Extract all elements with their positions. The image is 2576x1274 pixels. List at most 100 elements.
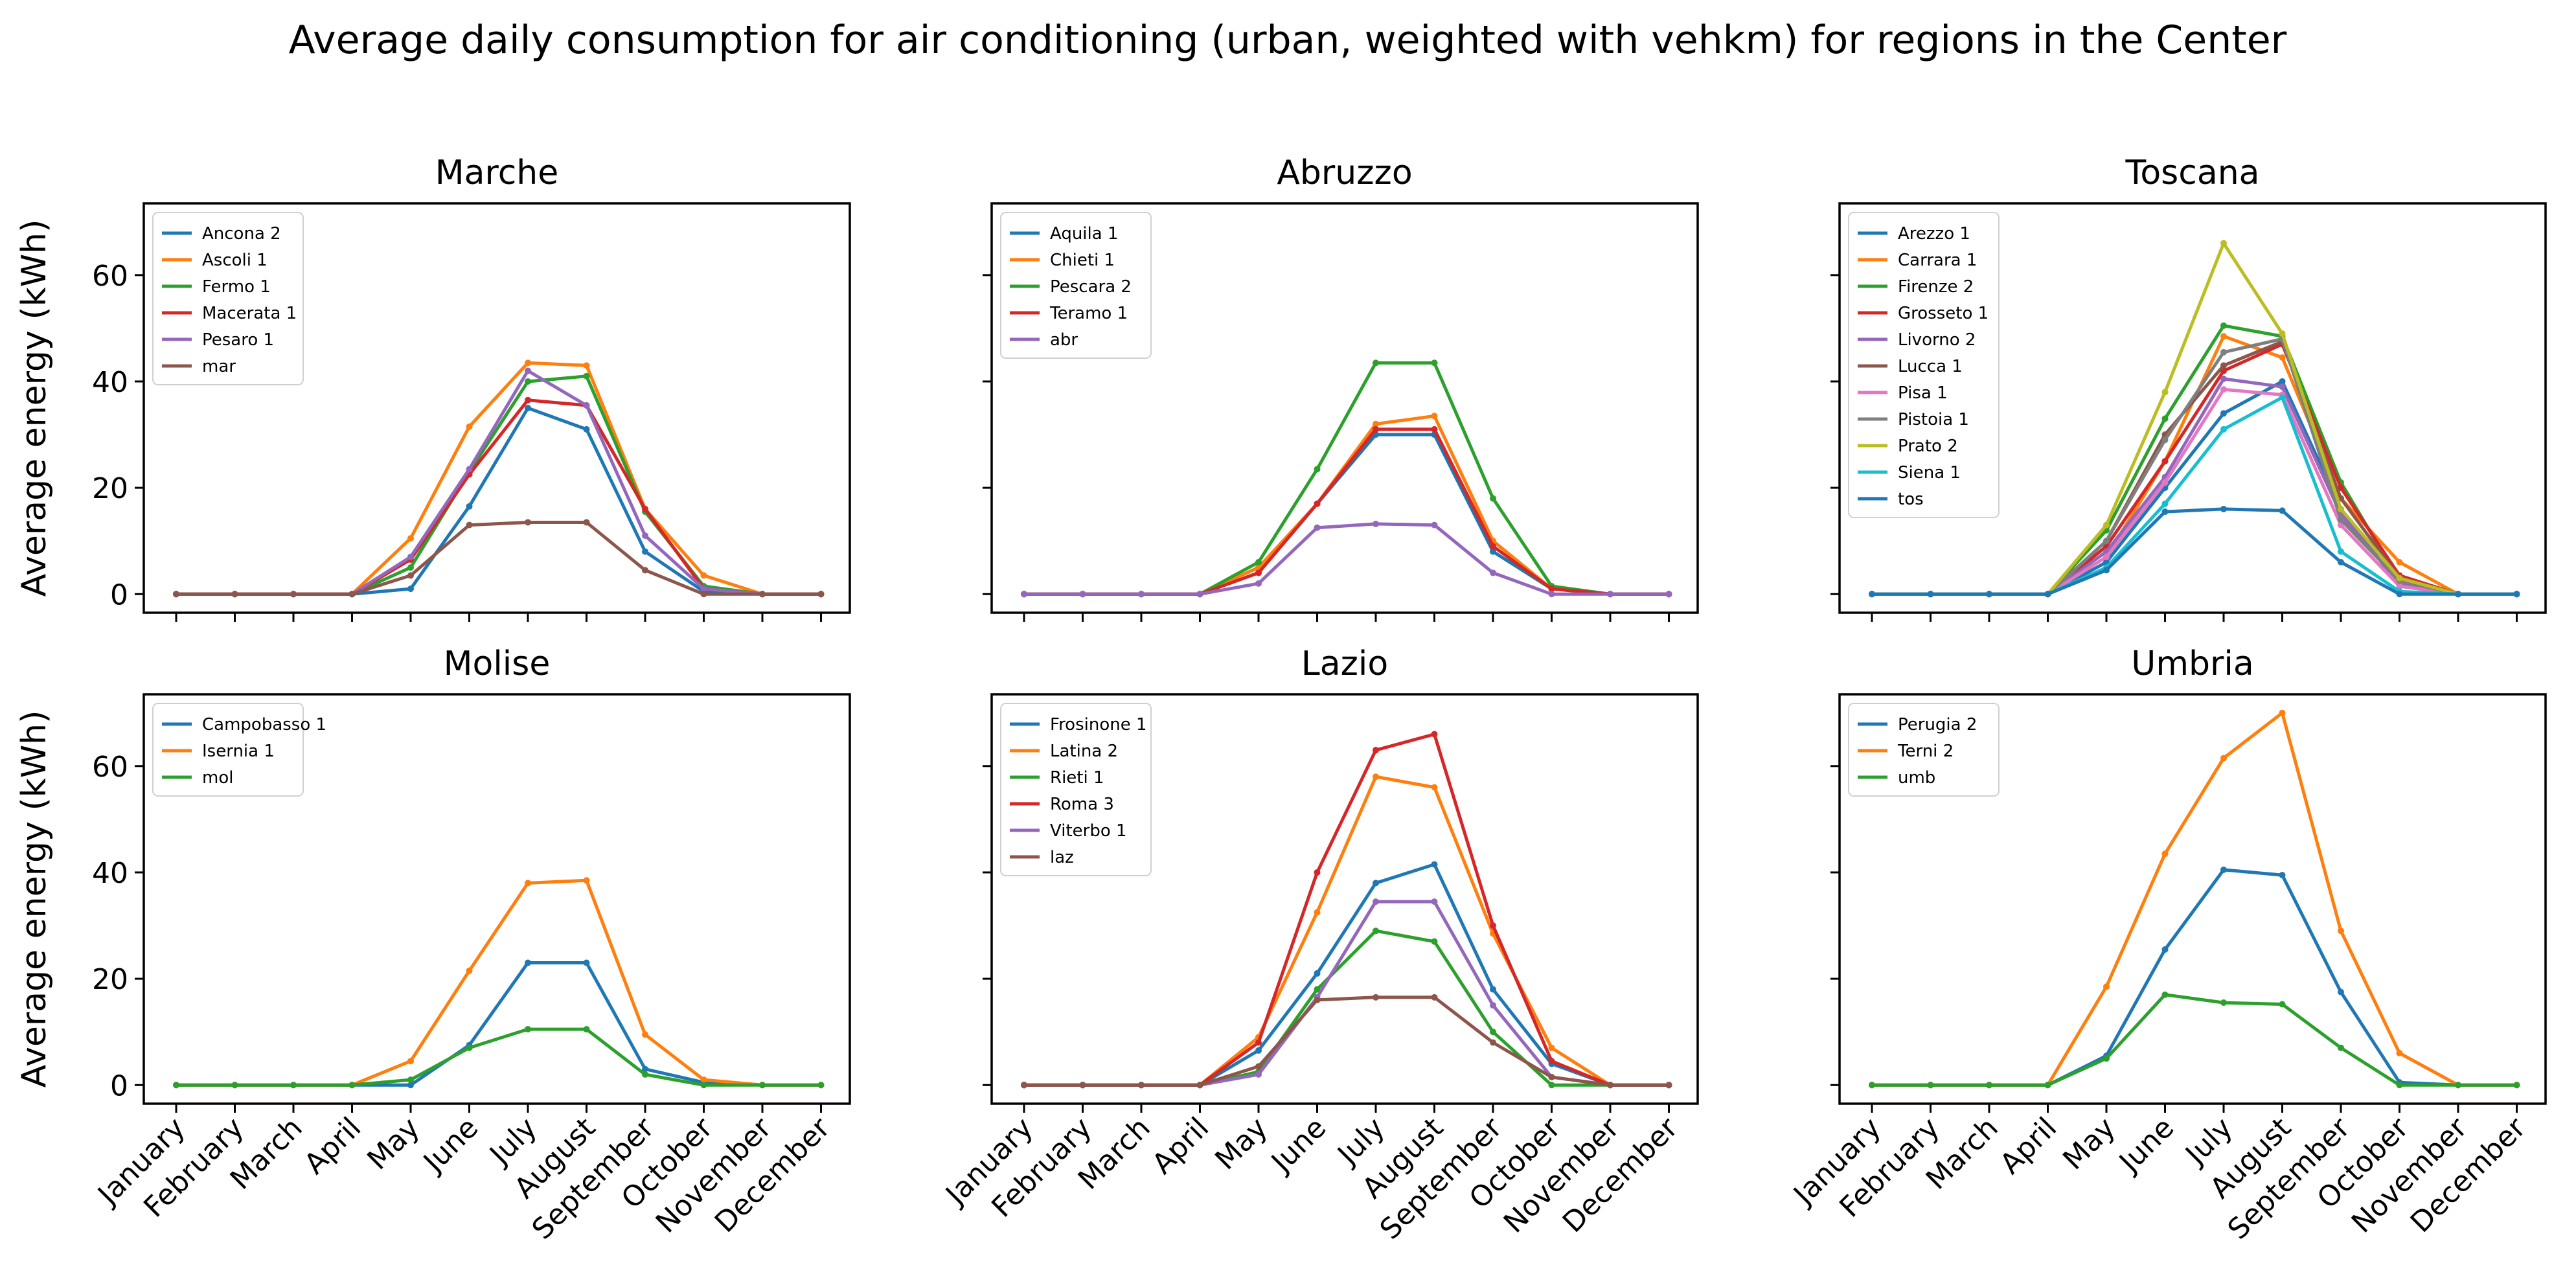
data-point bbox=[2279, 330, 2286, 337]
subplot-umbria: UmbriaJanuaryFebruaryMarchAprilMayJuneJu… bbox=[1786, 644, 2547, 1246]
legend-box bbox=[1000, 703, 1152, 876]
x-tick-label-may: May bbox=[2057, 1111, 2121, 1176]
data-point bbox=[2220, 755, 2227, 762]
data-point bbox=[1373, 994, 1379, 1001]
data-point bbox=[2338, 505, 2344, 512]
data-point bbox=[1431, 784, 1438, 791]
series-laz bbox=[1021, 994, 1672, 1089]
data-point bbox=[407, 586, 414, 593]
data-point bbox=[1490, 986, 1496, 993]
data-point bbox=[525, 367, 531, 374]
data-point bbox=[583, 426, 590, 433]
data-point bbox=[2220, 505, 2227, 512]
data-point bbox=[2220, 348, 2227, 356]
data-point bbox=[1986, 1082, 1992, 1089]
axes-frame bbox=[142, 202, 851, 614]
legend-label: Rieti 1 bbox=[1050, 768, 1104, 788]
data-point bbox=[1196, 1082, 1203, 1089]
data-point bbox=[466, 423, 473, 430]
subplot-lazio: LazioJanuaryFebruaryMarchAprilMayJuneJul… bbox=[939, 644, 1699, 1246]
data-point bbox=[525, 359, 531, 367]
data-point bbox=[2220, 999, 2227, 1007]
data-point bbox=[2338, 927, 2344, 935]
data-point bbox=[1314, 869, 1321, 876]
data-point bbox=[525, 378, 531, 385]
legend-label: Ancona 2 bbox=[202, 224, 281, 244]
data-point bbox=[1986, 591, 1992, 598]
data-point bbox=[700, 586, 707, 593]
axes-frame bbox=[142, 693, 851, 1105]
subplot-title-marche: Marche bbox=[435, 154, 559, 192]
data-point bbox=[2103, 983, 2110, 990]
legend-box bbox=[1848, 212, 2000, 518]
data-point bbox=[1314, 500, 1321, 507]
data-point bbox=[2103, 553, 2110, 560]
data-point bbox=[642, 505, 648, 512]
data-point bbox=[642, 548, 648, 555]
data-point bbox=[2161, 389, 2169, 396]
data-point bbox=[1927, 591, 1934, 598]
data-point bbox=[525, 959, 531, 966]
series-perugia-2 bbox=[1869, 866, 2520, 1089]
y-tick-label: 60 bbox=[92, 260, 128, 293]
data-point bbox=[1373, 747, 1379, 754]
data-point bbox=[2338, 559, 2344, 566]
series-line-ascoli-1 bbox=[174, 361, 823, 596]
legend-label: abr bbox=[1050, 330, 1078, 350]
series-line-frosinone-1 bbox=[1022, 863, 1670, 1087]
data-point bbox=[1138, 591, 1145, 598]
data-point bbox=[173, 1082, 179, 1089]
data-point bbox=[2513, 1082, 2520, 1089]
legend-label: Campobasso 1 bbox=[202, 715, 326, 734]
data-point bbox=[2338, 516, 2344, 523]
data-point bbox=[407, 1082, 414, 1089]
legend-label: Arezzo 1 bbox=[1898, 224, 1970, 244]
y-axis-label: Average energy (kWh) bbox=[15, 711, 54, 1088]
y-tick-label: 0 bbox=[110, 1069, 128, 1102]
data-point bbox=[1314, 524, 1321, 531]
series-line-teramo-1 bbox=[1022, 427, 1670, 596]
data-point bbox=[1548, 1058, 1555, 1065]
data-point bbox=[1079, 591, 1086, 598]
data-point bbox=[1927, 1082, 1934, 1089]
data-point bbox=[1314, 986, 1321, 993]
data-point bbox=[1665, 591, 1672, 598]
legend-label: Isernia 1 bbox=[202, 742, 275, 761]
series-mar bbox=[173, 519, 825, 598]
data-point bbox=[1373, 420, 1379, 427]
data-point bbox=[2279, 1001, 2286, 1008]
data-point bbox=[759, 1082, 766, 1089]
data-point bbox=[525, 519, 531, 526]
data-point bbox=[1431, 426, 1438, 433]
data-point bbox=[1373, 927, 1379, 935]
data-point bbox=[1373, 773, 1379, 780]
legend-label: Livorno 2 bbox=[1898, 330, 1976, 350]
data-point bbox=[290, 1082, 297, 1089]
data-point bbox=[2044, 1082, 2051, 1089]
series-line-chieti-1 bbox=[1022, 414, 1670, 596]
x-tick-label-june: June bbox=[416, 1111, 484, 1180]
axes-frame bbox=[1838, 202, 2547, 614]
data-point bbox=[407, 1076, 414, 1084]
series-line-perugia-2 bbox=[1870, 868, 2518, 1087]
data-point bbox=[1138, 1082, 1145, 1089]
x-tick-label-june: June bbox=[2112, 1111, 2180, 1180]
legend-label: Grosseto 1 bbox=[1898, 304, 1989, 323]
subplot-title-molise: Molise bbox=[444, 644, 551, 683]
legend-label: Prato 2 bbox=[1898, 437, 1958, 456]
data-point bbox=[2220, 375, 2227, 382]
data-point bbox=[1431, 731, 1438, 738]
y-tick-label: 60 bbox=[92, 751, 128, 784]
series-mol bbox=[173, 1026, 825, 1089]
legend-label: Chieti 1 bbox=[1050, 251, 1115, 270]
series-frosinone-1 bbox=[1021, 861, 1672, 1089]
legend-label: Carrara 1 bbox=[1898, 251, 1977, 270]
data-point bbox=[1431, 994, 1438, 1001]
series-isernia-1 bbox=[173, 877, 825, 1089]
subplot-title-abruzzo: Abruzzo bbox=[1277, 154, 1412, 192]
data-point bbox=[1548, 591, 1555, 598]
data-point bbox=[1548, 1044, 1555, 1051]
data-point bbox=[700, 591, 707, 598]
subplot-title-toscana: Toscana bbox=[2125, 154, 2259, 192]
data-point bbox=[1490, 1029, 1496, 1036]
